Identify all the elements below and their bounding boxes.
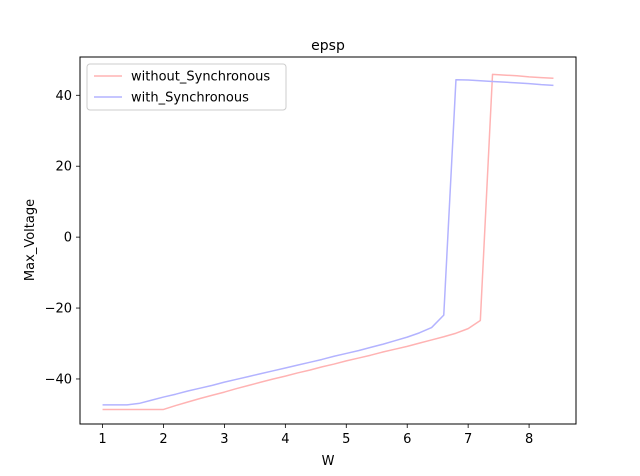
x-tick-label: 4 [281,432,289,447]
series-layer [102,73,554,411]
x-tick-label: 5 [342,432,350,447]
x-tick-label: 2 [159,432,167,447]
y-tick-label: −20 [45,302,72,317]
y-tick-label: 0 [64,231,72,246]
legend-label-without-synchronous: without_Synchronous [131,70,270,85]
x-tick-label: 6 [403,432,411,447]
chart-title: epsp [311,38,345,54]
plot-area [80,57,576,424]
y-axis-label: Max_Voltage [23,199,38,281]
x-axis-label: W [322,454,335,469]
y-axis-ticks: −40 −20 0 20 40 [45,89,80,387]
x-tick-label: 8 [525,432,533,447]
legend-box [86,63,287,111]
series-line-without-synchronous [102,73,554,411]
x-tick-label: 1 [98,432,106,447]
legend: without_Synchronous with_Synchronous [86,63,287,111]
series-line-with-synchronous [102,78,554,406]
x-tick-label: 3 [220,432,228,447]
y-tick-label: −40 [45,372,72,387]
y-tick-label: 20 [55,160,72,175]
plot-frame [79,56,577,425]
y-tick-label: 40 [55,89,72,104]
x-tick-label: 7 [464,432,472,447]
x-axis-ticks: 1 2 3 4 5 6 7 8 [98,424,533,447]
legend-label-with-synchronous: with_Synchronous [131,91,249,106]
